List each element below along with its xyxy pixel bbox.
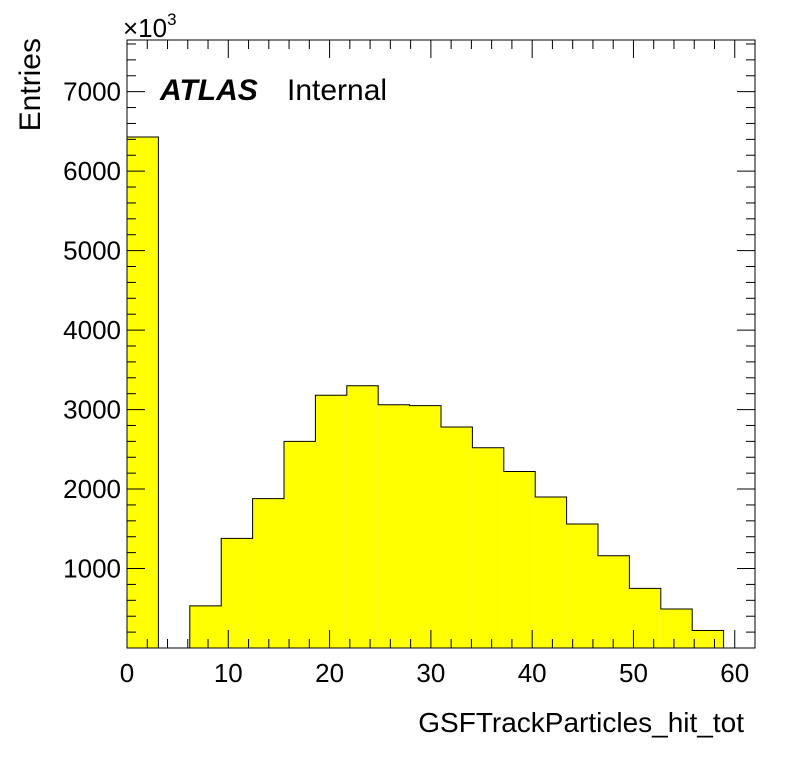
histogram-bar — [441, 427, 473, 648]
histogram-bar — [315, 395, 347, 648]
x-axis-label: GSFTrackParticles_hit_tot — [418, 707, 744, 738]
y-tick-label: 5000 — [63, 236, 121, 266]
y-tick-label: 3000 — [63, 395, 121, 425]
status-label: Internal — [287, 74, 387, 107]
histogram-bar — [598, 555, 630, 648]
x-tick-label: 30 — [416, 658, 445, 688]
histogram-bar — [503, 471, 536, 648]
histogram-bar — [535, 496, 567, 648]
y-tick-label: 2000 — [63, 474, 121, 504]
x-axis-tick-labels: 0 10 20 30 40 50 60 — [120, 658, 749, 688]
histogram-bar — [284, 441, 316, 648]
y-tick-label: 4000 — [63, 315, 121, 345]
y-tick-label: 1000 — [63, 554, 121, 584]
y-axis-ticks — [127, 43, 755, 633]
histogram-bar — [252, 498, 284, 648]
y-tick-label: 6000 — [63, 156, 121, 186]
x-tick-label: 10 — [214, 658, 243, 688]
y-tick-label: 7000 — [63, 77, 121, 107]
histogram-outline — [126, 136, 725, 649]
x-tick-label: 60 — [720, 658, 749, 688]
histogram-bar — [692, 630, 724, 648]
histogram-bar — [629, 588, 661, 648]
histogram-bar — [660, 609, 693, 648]
x-tick-label: 0 — [120, 658, 134, 688]
experiment-label: ATLAS — [159, 74, 258, 107]
y-axis-label: Entries — [14, 38, 47, 131]
x-axis-ticks — [126, 40, 756, 648]
histogram-bars — [126, 136, 725, 649]
histogram-bar — [566, 524, 598, 648]
histogram-bar — [378, 404, 410, 648]
x-tick-label: 20 — [315, 658, 344, 688]
histogram-bar — [127, 136, 159, 648]
histogram-bar — [472, 447, 504, 648]
y-multiplier: ×103 — [123, 10, 177, 43]
histogram-bar — [189, 605, 222, 648]
x-tick-label: 40 — [518, 658, 547, 688]
histogram-bar — [409, 405, 441, 648]
histogram-bar — [346, 385, 379, 648]
y-axis-tick-labels: 1000 2000 3000 4000 5000 6000 7000 — [63, 77, 121, 584]
plot-frame — [126, 39, 756, 649]
x-tick-label: 50 — [619, 658, 648, 688]
histogram-bar — [221, 538, 253, 648]
